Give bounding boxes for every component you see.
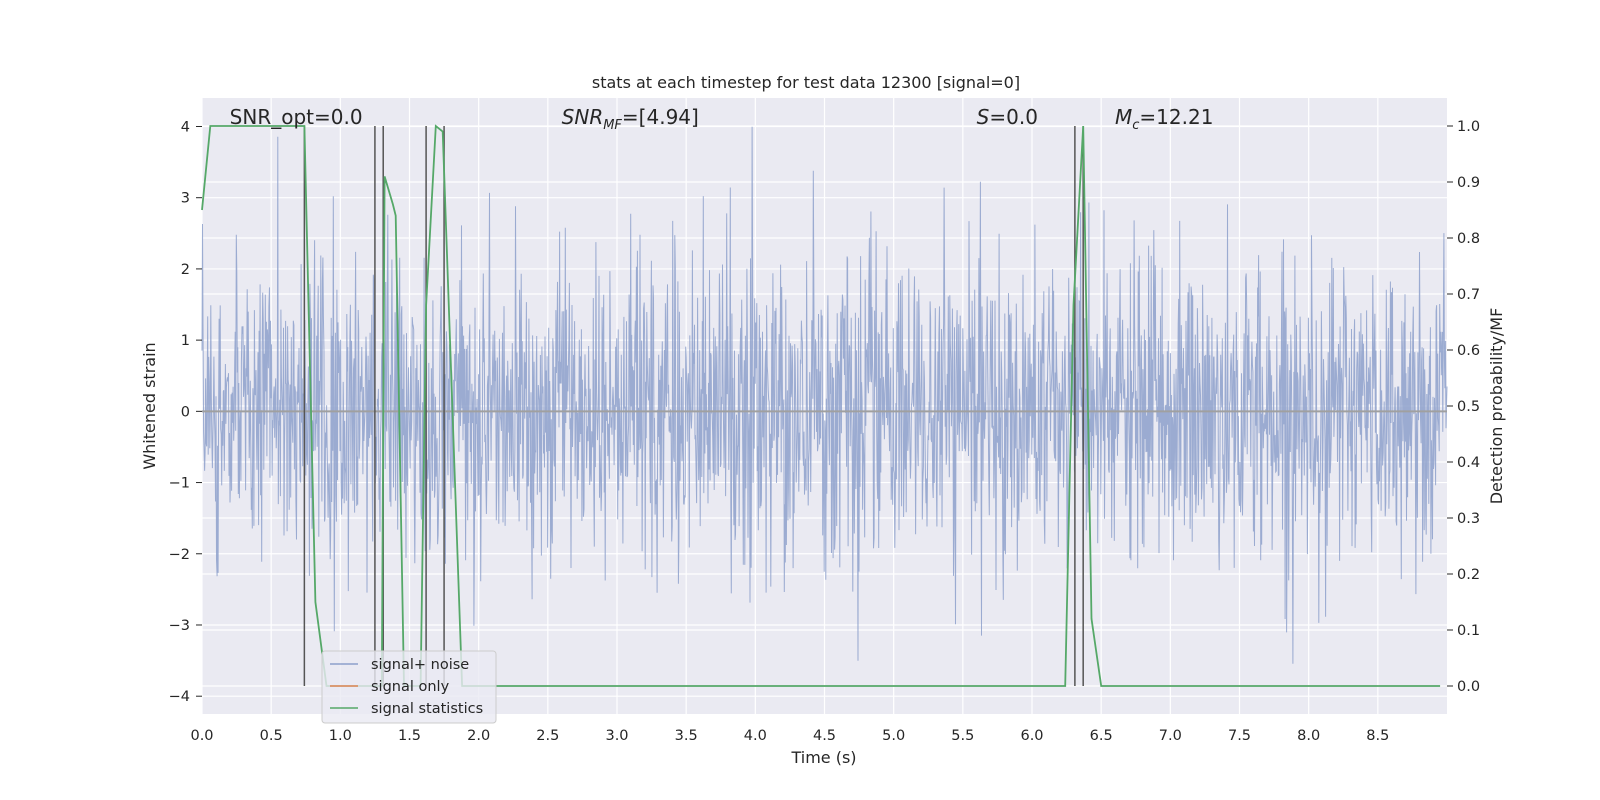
x-tick-label: 4.5 [813,728,836,744]
y-right-tick-label: 0.1 [1457,623,1480,639]
y-axis-left-ticks: −4 −3 −2 −1 0 1 2 3 4 [169,119,202,705]
x-tick-label: 6.5 [1090,728,1113,744]
x-tick-label: 8.5 [1366,728,1389,744]
y-axis-right-ticks: 0.0 0.1 0.2 0.3 0.4 0.5 0.6 0.7 0.8 0.9 1.0 [1447,119,1480,695]
x-axis-ticks: 0.0 0.5 1.0 1.5 2.0 2.5 3.0 3.5 4.0 4.5 5.0 5.5 6.0 6… [190,728,1389,744]
y-right-tick-label: 0.6 [1457,343,1480,359]
x-axis-label: Time (s) [790,748,856,767]
y-axis-right-label: Detection probability/MF [1487,308,1506,505]
x-tick-label: 0.5 [260,728,283,744]
x-tick-label: 0.0 [190,728,213,744]
x-tick-label: 7.5 [1228,728,1251,744]
x-tick-label: 6.0 [1020,728,1043,744]
y-tick-label: −1 [169,476,190,492]
vertical-markers [303,126,1084,686]
y-tick-label: −4 [169,689,190,705]
y-right-tick-label: 0.7 [1457,287,1480,303]
annotation-snr-mf: SNRMF=[4.94] [562,105,699,133]
signal-statistics-line [201,124,1441,687]
x-tick-label: 1.5 [398,728,421,744]
y-tick-label: −3 [169,618,190,634]
y-right-tick-label: 0.0 [1457,679,1480,695]
y-tick-label: −2 [169,547,190,563]
x-tick-label: 7.0 [1159,728,1182,744]
x-tick-label: 4.0 [744,728,767,744]
x-tick-label: 3.5 [675,728,698,744]
signal-statistics-series [201,124,1441,687]
chart-title: stats at each timestep for test data 123… [592,73,1020,92]
y-right-tick-label: 0.5 [1457,399,1480,415]
y-right-tick-label: 0.8 [1457,231,1480,247]
x-tick-label: 3.0 [605,728,628,744]
x-tick-label: 2.5 [536,728,559,744]
legend-label-signal-plus-noise: signal+ noise [371,657,469,673]
legend-box [321,650,497,724]
x-tick-label: 8.0 [1297,728,1320,744]
annotation-mc: Mc=12.21 [1115,105,1213,133]
y-right-tick-label: 0.4 [1457,455,1480,471]
legend: signal+ noise signal only signal statist… [321,650,497,724]
x-tick-label: 1.0 [329,728,352,744]
y-right-tick-label: 0.3 [1457,511,1480,527]
annotation-snr-opt: SNR_opt=0.0 [230,105,363,129]
y-right-tick-label: 1.0 [1457,119,1480,135]
y-tick-label: 2 [181,262,190,278]
y-tick-label: 4 [181,119,190,135]
annotation-s: S=0.0 [977,105,1038,129]
x-tick-label: 5.5 [951,728,974,744]
y-tick-label: 0 [181,404,190,420]
y-right-tick-label: 0.2 [1457,567,1480,583]
legend-label-signal-only: signal only [371,679,450,695]
y-tick-label: 1 [181,333,190,349]
y-axis-left-label: Whitened strain [140,342,159,469]
signal-plus-noise-series [201,126,1448,664]
legend-label-signal-statistics: signal statistics [371,701,483,717]
y-tick-label: 3 [181,191,190,207]
x-tick-label: 2.0 [467,728,490,744]
y-right-tick-label: 0.9 [1457,175,1480,191]
x-tick-label: 5.0 [882,728,905,744]
signal-plus-noise-line [201,126,1448,664]
